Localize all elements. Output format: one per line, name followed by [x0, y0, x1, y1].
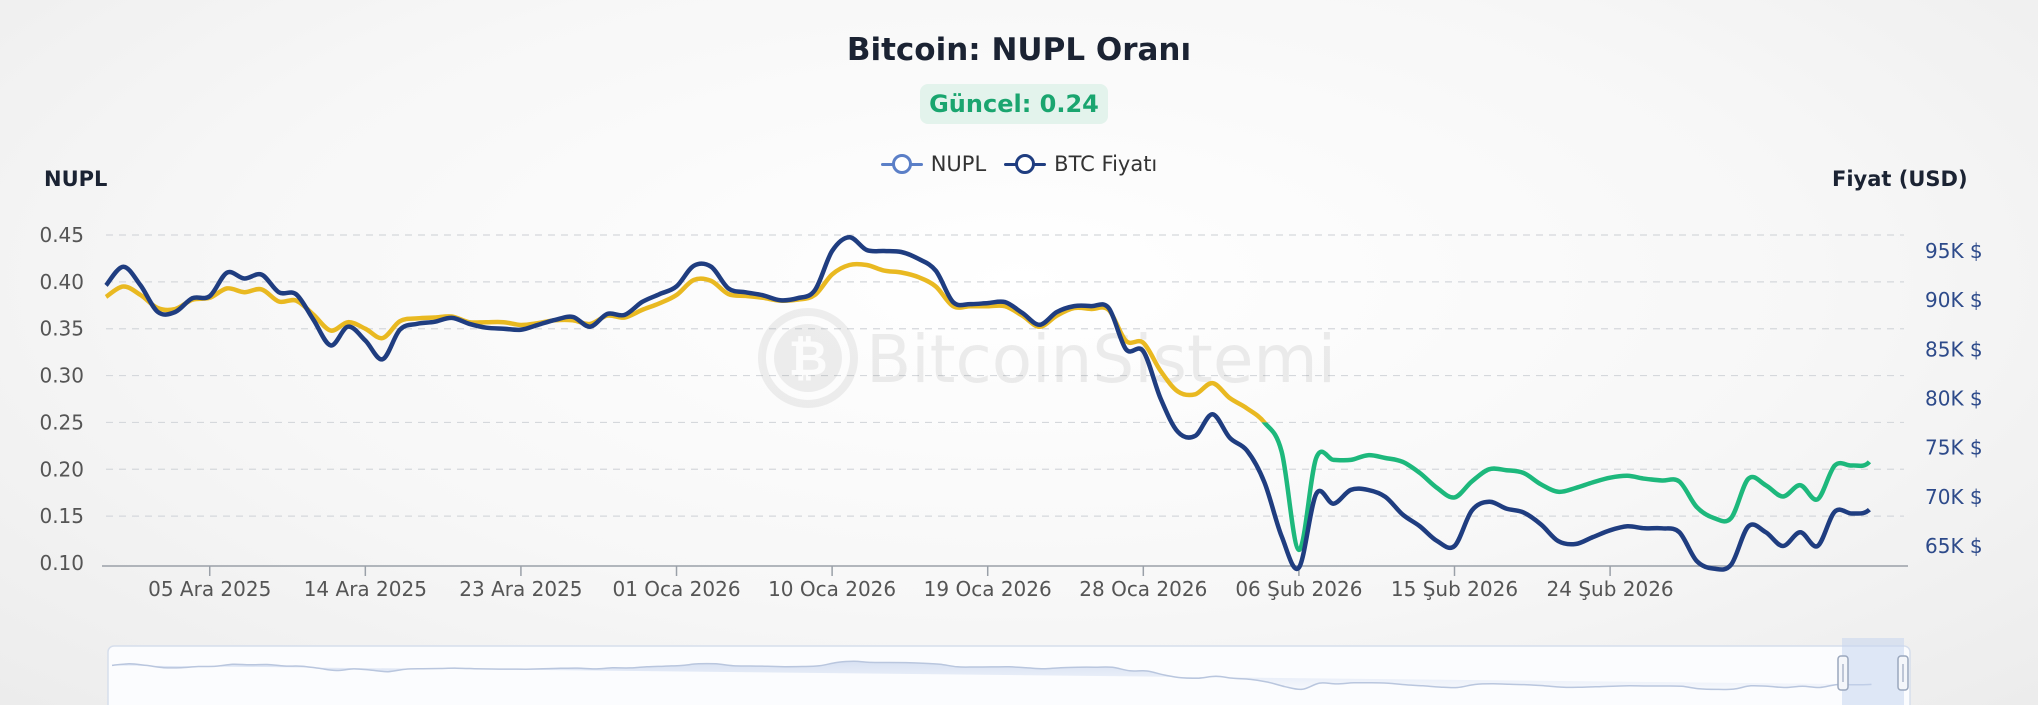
left-tick-label: 0.10: [39, 551, 84, 575]
right-tick-label: 70K $: [1925, 485, 1983, 509]
watermark-text: BitcoinSistemi: [866, 321, 1336, 398]
btc-price-series-line: [104, 234, 1871, 572]
right-axis-title: Fiyat (USD): [1832, 167, 1968, 191]
left-tick-label: 0.25: [39, 410, 84, 434]
left-axis-title: NUPL: [44, 167, 108, 191]
x-tick-label: 28 Oca 2026: [1079, 577, 1207, 601]
x-tick-label: 15 Şub 2026: [1391, 577, 1518, 601]
navigator-line: [111, 660, 1872, 691]
watermark-logo-glyph: ₿: [788, 331, 827, 387]
right-tick-label: 85K $: [1925, 337, 1983, 361]
left-tick-label: 0.20: [39, 457, 84, 481]
x-tick-label: 10 Oca 2026: [768, 577, 896, 601]
right-tick-label: 90K $: [1925, 288, 1983, 312]
chart-title: Bitcoin: NUPL Oranı: [846, 32, 1192, 68]
x-axis-ticks: 05 Ara 2025 14 Ara 2025 23 Ara 2025 01 Oca …: [148, 566, 1674, 601]
right-tick-label: 75K $: [1925, 436, 1983, 460]
navigator-track: [107, 645, 1911, 705]
left-tick-label: 0.35: [39, 317, 84, 341]
x-tick-label: 05 Ara 2025: [148, 577, 271, 601]
legend-marker-nupl-icon: [880, 154, 923, 174]
left-tick-label: 0.40: [39, 270, 84, 294]
right-tick-label: 80K $: [1925, 387, 1983, 411]
watermark: ₿ BitcoinSistemi: [758, 308, 1336, 408]
x-tick-label: 24 Şub 2026: [1547, 577, 1674, 601]
right-tick-label: 65K $: [1925, 534, 1983, 558]
watermark-logo-core: [774, 324, 842, 392]
x-tick-label: 19 Oca 2026: [924, 577, 1052, 601]
legend-marker-btc-price-icon: [1004, 154, 1047, 174]
legend: NUPL BTC Fiyatı: [0, 152, 2038, 176]
right-tick-label: 95K $: [1925, 239, 1983, 263]
navigator-selection: [1842, 638, 1904, 705]
navigator-area: [112, 661, 1872, 690]
x-tick-label: 23 Ara 2025: [459, 577, 582, 601]
series-layer: [104, 234, 1872, 572]
left-tick-label: 0.15: [39, 504, 84, 528]
left-tick-label: 0.45: [39, 223, 84, 247]
watermark-logo-icon: [758, 308, 858, 408]
x-tick-label: 06 Şub 2026: [1235, 577, 1362, 601]
right-axis-ticks: 95K $ 90K $ 85K $ 80K $ 75K $ 70K $ 65K $: [1925, 239, 1983, 558]
x-tick-label: 14 Ara 2025: [304, 577, 427, 601]
left-axis-ticks: 0.45 0.40 0.35 0.30 0.25 0.20 0.15 0.10: [39, 223, 84, 575]
current-value-badge: Güncel: 0.24: [920, 84, 1108, 124]
legend-label-nupl: NUPL: [930, 152, 987, 176]
range-navigator: [107, 638, 1911, 705]
legend-label-btc-price: BTC Fiyatı: [1054, 152, 1158, 176]
left-tick-label: 0.30: [39, 364, 84, 388]
nupl-series-line-high: [104, 261, 1268, 423]
x-tick-label: 01 Oca 2026: [612, 577, 740, 601]
grid-lines: [106, 234, 1904, 517]
nupl-series-line-low: [1261, 422, 1872, 553]
legend-item-btc-price[interactable]: BTC Fiyatı: [1004, 152, 1157, 176]
legend-item-nupl[interactable]: NUPL: [880, 152, 987, 176]
